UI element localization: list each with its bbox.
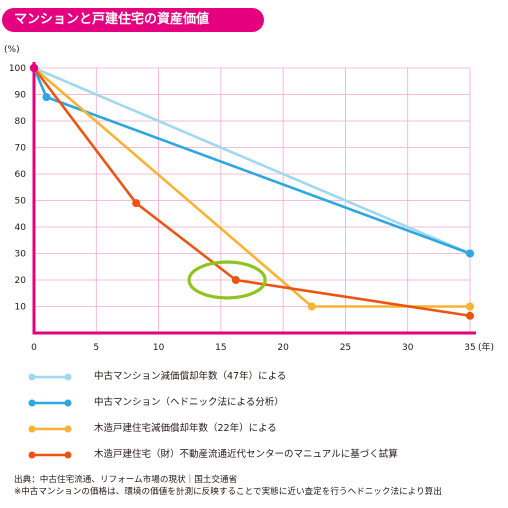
chart-legend: 中古マンション減価償却年数（47年）による 中古マンション（ヘドニック法による分… [28,364,498,468]
legend-marker [28,373,36,381]
legend-label: 木造戸建住宅（財）不動産流通近代センターのマニュアルに基づく試算 [94,449,398,460]
legend-swatch [28,399,72,407]
y-tick-label: 10 [15,303,27,313]
series-point [466,302,474,311]
legend-item: 木造戸建住宅減価償却年数（22年）による [28,416,498,442]
x-tick-label: 0 [31,343,37,353]
y-tick-label: 100 [9,64,26,74]
chart-footer: 出典：中古住宅流通、リフォーム市場の現状｜国土交通省 ※中古マンションの価格は、… [14,474,504,498]
series-point [466,249,474,258]
x-tick-label: 35 [464,343,475,353]
series-point [42,93,51,102]
series-point [231,276,240,284]
x-tick-label: 10 [153,343,165,353]
series-point [307,302,316,311]
highlight-ellipse [187,260,267,300]
series-point [132,199,141,208]
x-tick-label: 5 [93,343,99,353]
series-point [466,311,474,320]
source-note: 出典：中古住宅流通、リフォーム市場の現状｜国土交通省 [14,475,238,485]
legend-swatch [28,373,72,381]
chart-series [29,63,474,320]
legend-marker [64,399,72,407]
legend-swatch [28,451,72,459]
chart-axes [32,62,476,335]
x-tick-label: 25 [340,343,351,353]
y-tick-label: 30 [15,250,27,260]
origin-point [29,63,39,73]
page-title: マンションと戸建住宅の資産価値 [2,8,264,32]
x-tick-label: 15 [215,343,226,353]
y-tick-label: 70 [15,144,27,154]
x-tick-label: 20 [277,343,289,353]
legend-marker [64,425,72,433]
series-line [32,67,471,318]
chart-tick-labels: 10 20 30 40 50 60 70 80 90 100 0 5 10 15 20 25 30 35 (%) (年… [4,45,494,353]
y-tick-label: 90 [15,91,27,101]
legend-label: 中古マンション減価償却年数（47年）による [94,371,287,382]
legend-marker [64,373,72,381]
line-chart: 10 20 30 40 50 60 70 80 90 100 0 5 10 15 20 25 30 35 (%) (年… [4,45,494,353]
legend-swatch [28,425,72,433]
method-note: ※中古マンションの価格は、環境の価値を計測に反映することで実態に近い査定を行うヘ… [14,487,442,497]
legend-marker [28,399,36,407]
y-tick-label: 40 [15,223,27,233]
x-unit-label: (年) [478,341,494,353]
y-unit-label: (%) [4,45,20,55]
y-tick-label: 60 [15,170,27,180]
legend-marker [28,425,36,433]
legend-item: 木造戸建住宅（財）不動産流通近代センターのマニュアルに基づく試算 [28,442,498,468]
chart-annotation [187,260,267,300]
legend-label: 木造戸建住宅減価償却年数（22年）による [94,423,277,434]
y-tick-label: 20 [15,276,27,286]
y-tick-label: 80 [15,117,27,127]
series-line [33,66,471,255]
legend-marker [28,451,36,459]
legend-item: 中古マンション減価償却年数（47年）による [28,364,498,390]
x-tick-label: 30 [402,343,414,353]
y-tick-label: 50 [15,197,27,207]
legend-marker [64,451,72,459]
legend-label: 中古マンション（ヘドニック法による分析） [94,397,284,408]
series-line [33,67,470,308]
legend-item: 中古マンション（ヘドニック法による分析） [28,390,498,416]
